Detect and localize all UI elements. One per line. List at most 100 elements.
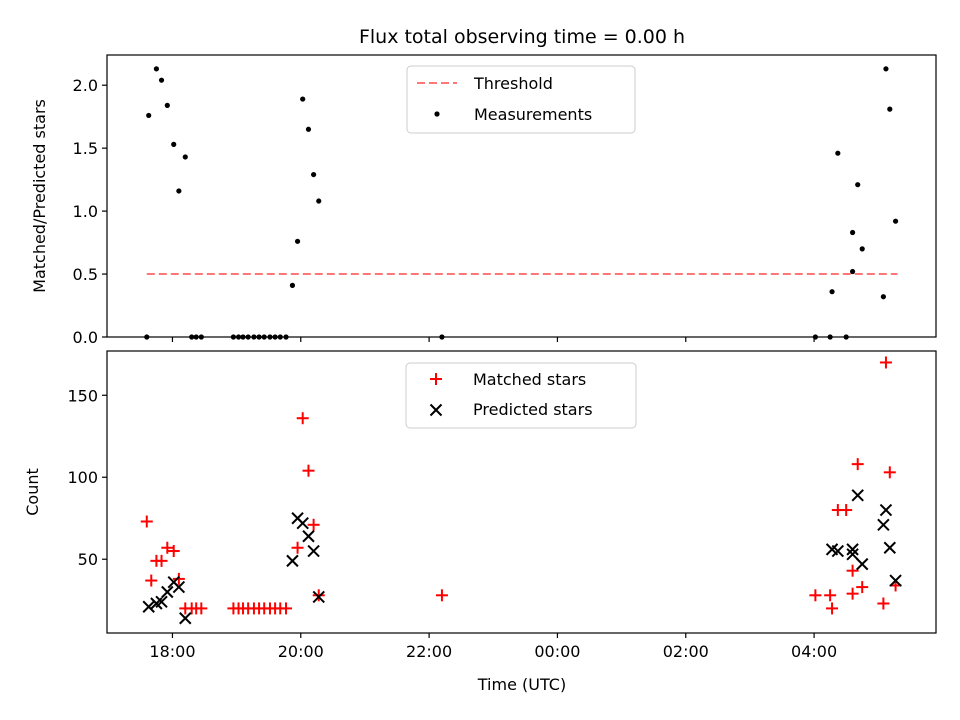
matched-star-point: [809, 589, 822, 602]
matched-star-point: [302, 464, 315, 477]
matched-star-point: [161, 541, 174, 554]
measurement-point: [158, 77, 165, 83]
measurement-point: [305, 126, 312, 132]
predicted-star-point: [846, 543, 859, 556]
chart-title: Flux total observing time = 0.00 h: [359, 26, 685, 48]
bottom-legend: Matched stars Predicted stars: [405, 362, 637, 429]
predicted-star-point: [307, 544, 320, 558]
x-tick-label: 02:00: [663, 642, 709, 661]
matched-star-point: [280, 602, 293, 615]
measurement-point: [835, 150, 841, 156]
top-y-axis-label: Matched/Predicted stars: [30, 99, 49, 293]
predicted-star-point: [846, 548, 859, 561]
predicted-star-point: [172, 580, 186, 594]
legend-measurements-swatch: [434, 111, 440, 117]
legend-threshold-label: Threshold: [473, 74, 553, 93]
predicted-star-point: [889, 574, 902, 587]
top-legend: Threshold Measurements: [406, 65, 636, 134]
x-tick-label: 04:00: [791, 642, 837, 661]
top-y-tick-label: 0.5: [73, 265, 98, 284]
predicted-star-point: [856, 557, 869, 571]
matched-star-point: [155, 554, 168, 567]
matched-star-point: [140, 515, 153, 528]
predicted-star-point: [312, 590, 325, 604]
bottom-legend-box: [405, 362, 637, 429]
measurement-point: [855, 182, 861, 188]
measurement-point: [883, 66, 889, 72]
top-y-tick-label: 1.5: [73, 139, 98, 158]
predicted-star-point: [286, 554, 299, 568]
top-y-tick-label: 2.0: [73, 76, 98, 95]
measurement-point: [176, 188, 182, 194]
measurement-point: [849, 268, 856, 275]
measurement-point: [880, 294, 886, 300]
predicted-star-point: [879, 503, 893, 517]
measurement-point: [294, 238, 301, 244]
bottom-y-tick-label: 50: [78, 550, 98, 569]
matched-star-point: [877, 597, 890, 610]
predicted-star-point: [302, 530, 315, 543]
top-y-tick-label: 1.0: [73, 202, 98, 221]
measurement-point: [146, 112, 152, 119]
top-legend-box: [406, 65, 636, 134]
matched-star-point: [824, 589, 837, 602]
matched-star-point: [840, 504, 853, 517]
bottom-y-tick-label: 150: [67, 386, 98, 405]
measurement-point: [829, 289, 835, 295]
legend-matched-label: Matched stars: [473, 370, 586, 389]
legend-matched-swatch: [430, 373, 442, 385]
predicted-star-point: [877, 518, 890, 531]
matched-star-point: [846, 587, 859, 600]
bottom-axes-frame: [106, 350, 937, 634]
predicted-star-point: [179, 612, 192, 625]
legend-predicted-label: Predicted stars: [473, 400, 593, 419]
matched-star-point: [826, 602, 839, 615]
matched-star-point: [145, 574, 158, 587]
measurement-point: [153, 66, 160, 72]
matched-star-point: [879, 356, 892, 369]
matched-star-point: [435, 589, 448, 602]
matched-star-point: [167, 545, 180, 558]
measurement-point: [300, 96, 306, 102]
predicted-star-point: [883, 541, 897, 554]
matched-star-point: [195, 602, 208, 615]
x-tick-label: 22:00: [406, 642, 452, 661]
predicted-star-point: [296, 516, 309, 530]
bottom-y-axis-label: Count: [23, 468, 42, 516]
predicted-star-point: [161, 585, 174, 599]
matched-star-point: [291, 541, 304, 554]
x-tick-label: 20:00: [278, 642, 324, 661]
bottom-panel: 18:00 20:00 22:00 00:00 02:00 04:00 50 100 150 C…: [23, 350, 937, 661]
matched-star-point: [307, 518, 320, 531]
predicted-star-point: [831, 544, 845, 558]
measurement-point: [887, 106, 893, 112]
top-y-tick-label: 0.0: [73, 328, 98, 347]
predicted-star-point: [155, 595, 168, 609]
x-tick-label: 00:00: [534, 642, 580, 661]
measurement-point: [171, 141, 177, 147]
matched-star-point: [172, 572, 185, 585]
predicted-star-point: [851, 489, 864, 502]
predicted-star-point: [142, 600, 155, 613]
measurement-point: [311, 171, 317, 178]
matched-star-point: [312, 589, 325, 602]
top-axes-frame: [106, 54, 937, 338]
matched-star-point: [856, 581, 869, 594]
x-axis-label: Time (UTC): [477, 675, 566, 694]
legend-predicted-swatch: [429, 403, 443, 417]
matched-star-point: [846, 564, 859, 577]
measurement-point: [849, 229, 856, 236]
matched-star-point: [883, 466, 896, 479]
measurement-point: [182, 154, 188, 160]
measurement-point: [892, 218, 899, 224]
bottom-y-tick-label: 100: [67, 468, 98, 487]
measurement-point: [164, 102, 170, 108]
legend-measurements-label: Measurements: [474, 105, 592, 124]
matched-star-point: [296, 412, 309, 425]
measurement-point: [316, 198, 322, 204]
measurement-point: [859, 246, 865, 252]
x-tick-label: 18:00: [149, 642, 195, 661]
measurement-point: [289, 282, 296, 288]
matched-star-point: [851, 458, 864, 471]
